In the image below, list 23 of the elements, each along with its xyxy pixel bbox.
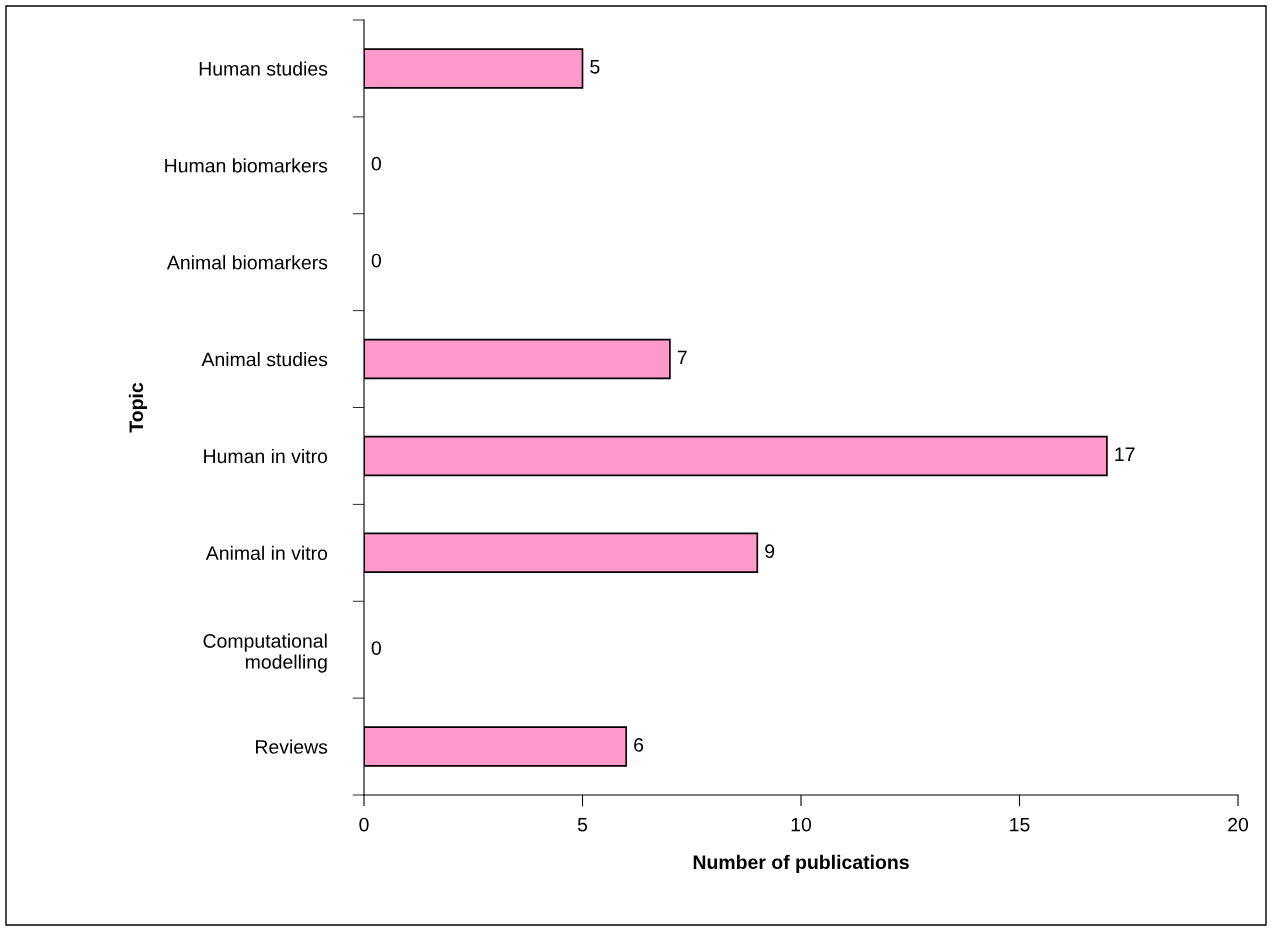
data-label: 0 — [371, 641, 381, 655]
y-tick-label: Animal in vitro — [205, 545, 328, 561]
y-tick-label: Computational modelling — [203, 633, 327, 673]
x-tick-label: 15 — [1010, 817, 1030, 832]
y-tick-label: Human studies — [199, 61, 328, 76]
data-label: 0 — [371, 156, 381, 171]
data-label: 7 — [677, 350, 687, 365]
data-label: 0 — [371, 253, 381, 268]
y-tick-label: Human in vitro — [204, 448, 328, 464]
y-tick-label: Animal biomarkers — [166, 255, 328, 270]
x-axis-title: Number of publications — [693, 854, 909, 873]
data-label: 9 — [765, 544, 775, 559]
y-tick-label: Reviews — [256, 739, 328, 754]
x-tick-label: 0 — [359, 817, 369, 832]
data-label: 17 — [1115, 447, 1135, 461]
x-tick-label: 10 — [791, 817, 812, 832]
x-tick-label: 20 — [1228, 817, 1249, 832]
y-tick-label: Animal studies — [201, 352, 328, 367]
x-tick-label: 5 — [577, 817, 588, 832]
data-label: 6 — [634, 738, 644, 752]
data-label: 5 — [590, 60, 600, 74]
y-tick-label: Human biomarkers — [165, 158, 328, 173]
y-axis-title: Topic — [128, 382, 147, 433]
